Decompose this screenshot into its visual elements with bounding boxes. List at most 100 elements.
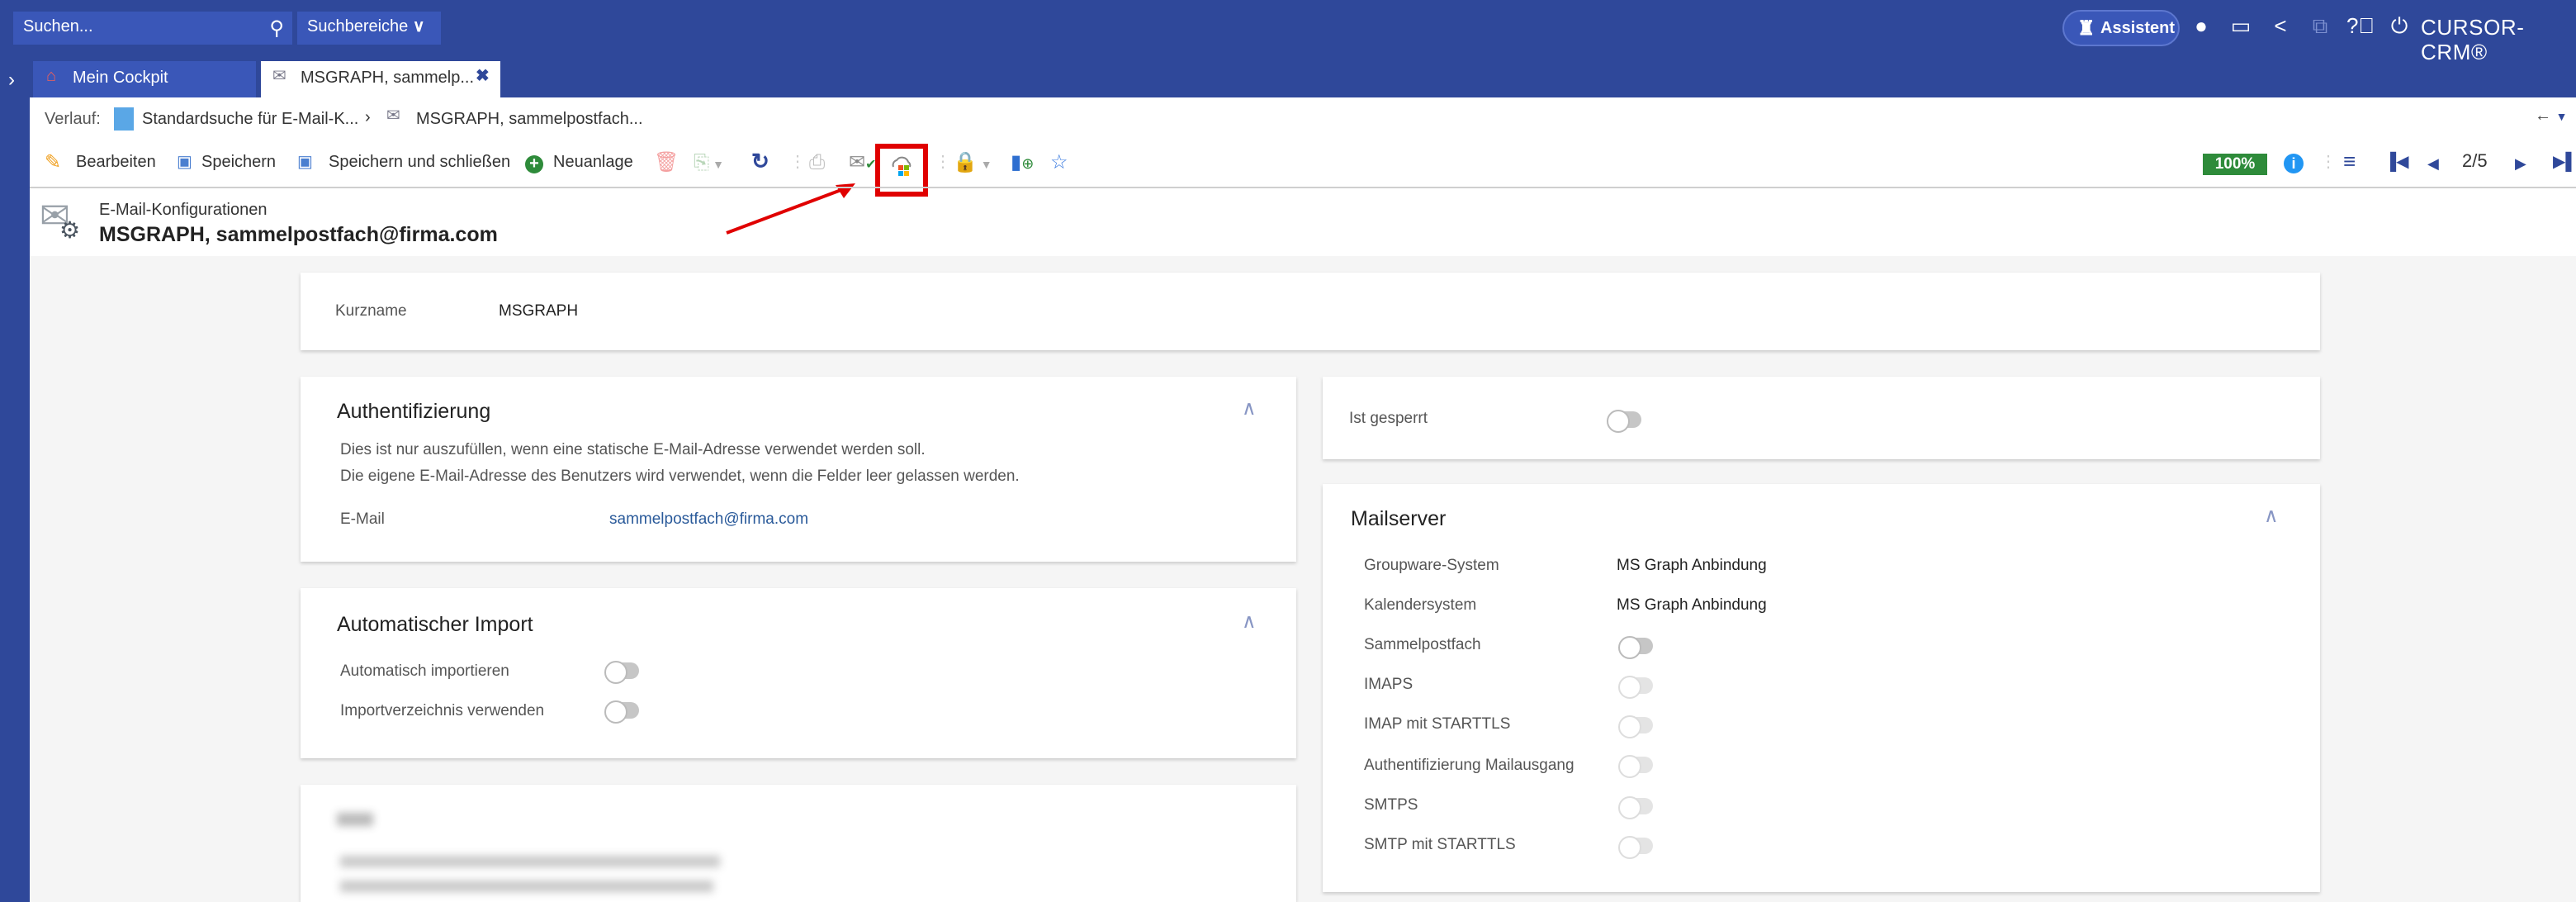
print-icon[interactable]: ⎙	[809, 150, 826, 173]
locked-card: Ist gesperrt	[1323, 377, 2320, 459]
list-icon[interactable]: ≡	[2343, 149, 2356, 173]
external-link-icon[interactable]: ⧉	[2312, 13, 2328, 38]
calendar-value[interactable]: MS Graph Anbindung	[1617, 596, 1767, 615]
progress-badge: 100%	[2203, 154, 2267, 175]
new-button[interactable]: Neuanlage	[553, 154, 633, 172]
document-add-icon[interactable]: ▮⊕	[1011, 150, 1035, 173]
info-icon[interactable]: i	[2284, 154, 2304, 173]
pencil-icon: ✎	[45, 150, 62, 173]
toggle-label: Authentifizierung Mailausgang	[1364, 757, 1574, 775]
locked-toggle[interactable]	[1607, 409, 1641, 432]
power-icon[interactable]: ⏻	[2390, 13, 2408, 38]
field-label: Automatisch importieren	[340, 662, 509, 681]
auth-card: Authentifizierung ∧ Dies ist nur auszufü…	[301, 377, 1296, 562]
help-icon[interactable]: ?⃝	[2346, 13, 2375, 38]
groupware-label: Groupware-System	[1364, 557, 1499, 575]
separator: ⋮	[789, 154, 806, 172]
smtp-starttls-toggle[interactable]	[1618, 835, 1653, 858]
kurzname-value[interactable]: MSGRAPH	[499, 302, 579, 320]
toggle-label: IMAP mit STARTTLS	[1364, 715, 1511, 733]
separator: ⋮	[2320, 154, 2337, 172]
star-icon[interactable]: ☆	[1050, 150, 1068, 173]
blurred-card	[301, 785, 1296, 902]
history-item[interactable]: Standardsuche für E-Mail-K...	[142, 111, 359, 129]
kurzname-label: Kurzname	[335, 302, 407, 320]
mail-config-icon: ✉	[386, 107, 400, 126]
email-label: E-Mail	[340, 510, 385, 529]
mailserver-title: Mailserver	[1351, 507, 1447, 530]
record-category: E-Mail-Konfigurationen	[99, 202, 268, 220]
first-record-icon[interactable]: ▐◀	[2384, 154, 2409, 172]
imaps-toggle[interactable]	[1618, 675, 1653, 698]
locked-label: Ist gesperrt	[1349, 410, 1428, 428]
share-icon[interactable]: <	[2274, 13, 2287, 38]
calendar-label: Kalendersystem	[1364, 596, 1477, 615]
search-scope-label: Suchbereiche	[307, 18, 409, 36]
imap-starttls-toggle[interactable]	[1618, 714, 1653, 738]
search-placeholder: Suchen...	[23, 18, 93, 36]
mail-config-icon: ✉	[272, 68, 286, 86]
toggle-label: IMAPS	[1364, 676, 1413, 694]
collapse-icon[interactable]: ∧	[1242, 610, 1257, 633]
edit-button[interactable]: Bearbeiten	[76, 154, 156, 172]
refresh-icon[interactable]: ↻	[751, 149, 769, 173]
inbox-icon[interactable]: ▭	[2230, 13, 2252, 38]
blurred-text	[340, 881, 713, 892]
close-tab-icon[interactable]: ✖	[476, 68, 490, 86]
back-arrow-icon[interactable]: ← ▼	[2535, 107, 2568, 126]
toggle-label: Sammelpostfach	[1364, 636, 1481, 654]
home-icon: ⌂	[46, 68, 57, 86]
chevron-right-icon: ›	[365, 109, 371, 127]
lock-icon[interactable]: 🔒 ▼	[953, 150, 992, 173]
collapse-icon[interactable]: ∧	[2264, 504, 2279, 527]
chevron-down-icon: ∨	[412, 18, 425, 36]
blurred-title	[337, 813, 373, 826]
ms-graph-cloud-button[interactable]	[888, 152, 915, 178]
auth-outgoing-toggle[interactable]	[1618, 754, 1653, 777]
auth-hint: Die eigene E-Mail-Adresse des Benutzers …	[340, 468, 1020, 486]
groupware-value[interactable]: MS Graph Anbindung	[1617, 557, 1767, 575]
previous-record-icon[interactable]: ◀	[2427, 155, 2439, 172]
lighthouse-icon: ♜	[2077, 17, 2095, 40]
copy-icon[interactable]: ⎘ ▼	[694, 150, 724, 173]
separator: ⋮	[935, 154, 951, 172]
auth-hint: Dies ist nur auszufüllen, wenn eine stat…	[340, 441, 926, 459]
sammelpostfach-toggle[interactable]	[1618, 635, 1653, 658]
mail-check-icon[interactable]: ✉✔	[849, 150, 877, 173]
sidebar-expand-icon[interactable]: ›	[8, 68, 15, 91]
history-item[interactable]: MSGRAPH, sammelpostfach...	[416, 111, 643, 129]
history-label: Verlauf:	[45, 111, 101, 129]
save-button[interactable]: Speichern	[201, 154, 277, 172]
smtps-toggle[interactable]	[1618, 795, 1653, 819]
record-title: MSGRAPH, sammelpostfach@firma.com	[99, 223, 498, 246]
search-icon[interactable]: ⚲	[269, 17, 284, 40]
user-icon[interactable]: ●	[2195, 13, 2208, 38]
search-scope-dropdown[interactable]: Suchbereiche ∨	[297, 12, 441, 45]
plus-icon: +	[525, 155, 543, 173]
blurred-text	[340, 856, 720, 867]
table-icon	[114, 107, 134, 131]
next-record-icon[interactable]: ▶	[2515, 155, 2526, 172]
auto-import-toggle[interactable]	[604, 660, 639, 683]
tab-mein-cockpit[interactable]: ⌂ Mein Cockpit	[33, 61, 256, 97]
divider	[30, 187, 2576, 188]
mailserver-card: Mailserver ∧ Groupware-System MS Graph A…	[1323, 484, 2320, 892]
last-record-icon[interactable]: ▶▌	[2553, 154, 2576, 172]
save-close-button[interactable]: Speichern und schließen	[329, 154, 511, 172]
tab-msgraph[interactable]: ✉ MSGRAPH, sammelp... ✖	[261, 61, 500, 97]
save-icon: ▣	[177, 154, 192, 172]
auth-title: Authentifizierung	[337, 400, 491, 423]
tab-label: MSGRAPH, sammelp...	[301, 69, 475, 88]
import-title: Automatischer Import	[337, 613, 533, 636]
assistant-button[interactable]: ♜ Assistent	[2062, 10, 2180, 46]
highlight-box	[875, 144, 928, 197]
trash-icon[interactable]: 🗑	[654, 150, 680, 173]
import-directory-toggle[interactable]	[604, 700, 639, 723]
search-input[interactable]: Suchen... ⚲	[13, 12, 292, 45]
tab-label: Mein Cockpit	[73, 69, 168, 88]
email-value[interactable]: sammelpostfach@firma.com	[609, 510, 809, 529]
mail-config-icon: ✉ ⚙	[40, 195, 81, 243]
import-card: Automatischer Import ∧ Automatisch impor…	[301, 588, 1296, 758]
collapse-icon[interactable]: ∧	[1242, 396, 1257, 420]
